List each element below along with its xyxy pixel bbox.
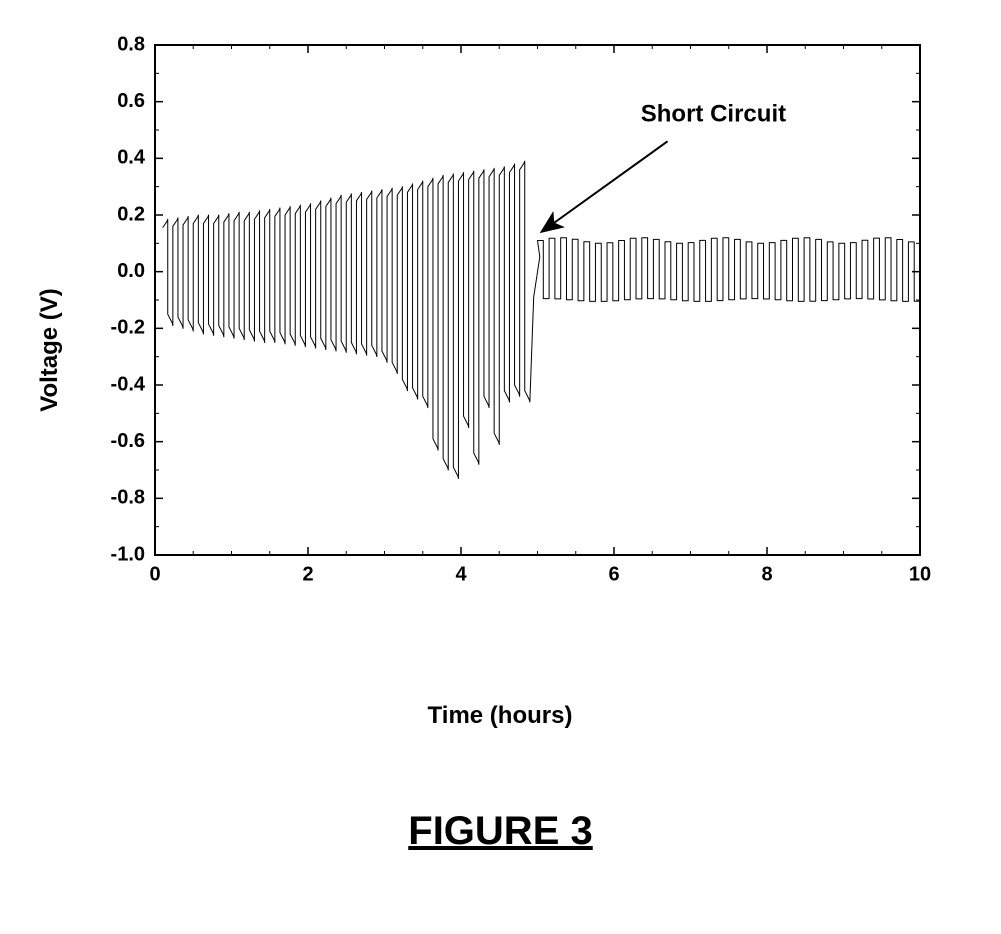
svg-text:10: 10 bbox=[909, 564, 931, 586]
svg-text:0.4: 0.4 bbox=[117, 147, 146, 169]
svg-text:-0.6: -0.6 bbox=[111, 430, 145, 452]
svg-text:-1.0: -1.0 bbox=[111, 543, 145, 565]
svg-text:2: 2 bbox=[302, 564, 313, 586]
svg-text:0.6: 0.6 bbox=[117, 90, 145, 112]
x-axis-label: Time (hours) bbox=[428, 702, 573, 730]
voltage-time-chart: Voltage (V) -1.0-0.8-0.6-0.4-0.20.00.20.… bbox=[60, 30, 940, 670]
svg-text:-0.8: -0.8 bbox=[111, 487, 145, 509]
svg-text:0.0: 0.0 bbox=[117, 260, 145, 282]
svg-text:6: 6 bbox=[608, 564, 619, 586]
y-axis-label: Voltage (V) bbox=[36, 288, 64, 412]
svg-text:-0.4: -0.4 bbox=[111, 373, 146, 395]
svg-text:4: 4 bbox=[455, 564, 467, 586]
plot-svg: -1.0 -0.8 -0.6 -0.4 -0.2 0.0 0.2 0.4 0.6 0.8 0 2 4 6 8… bbox=[60, 30, 940, 610]
svg-text:0.8: 0.8 bbox=[117, 33, 145, 55]
short-circuit-annotation: Short Circuit bbox=[641, 101, 786, 128]
svg-text:8: 8 bbox=[761, 564, 772, 586]
page: Voltage (V) -1.0 -0.8 -0.6 -0.4 -0.2 0.0 0.2 0.… bbox=[0, 0, 1001, 934]
figure-caption: FIGURE 3 bbox=[408, 809, 592, 854]
svg-text:-0.2: -0.2 bbox=[111, 317, 145, 339]
svg-text:0.2: 0.2 bbox=[117, 203, 145, 225]
svg-text:0: 0 bbox=[149, 564, 160, 586]
